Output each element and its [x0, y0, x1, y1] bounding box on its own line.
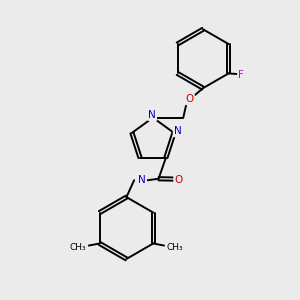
Text: O: O	[186, 94, 194, 104]
Text: O: O	[174, 175, 182, 185]
Text: N: N	[174, 126, 182, 136]
Text: CH₃: CH₃	[70, 242, 86, 251]
Text: N: N	[138, 175, 146, 184]
Text: N: N	[148, 110, 156, 120]
Text: CH₃: CH₃	[167, 242, 183, 251]
Text: H: H	[139, 175, 146, 185]
Text: F: F	[238, 70, 244, 80]
